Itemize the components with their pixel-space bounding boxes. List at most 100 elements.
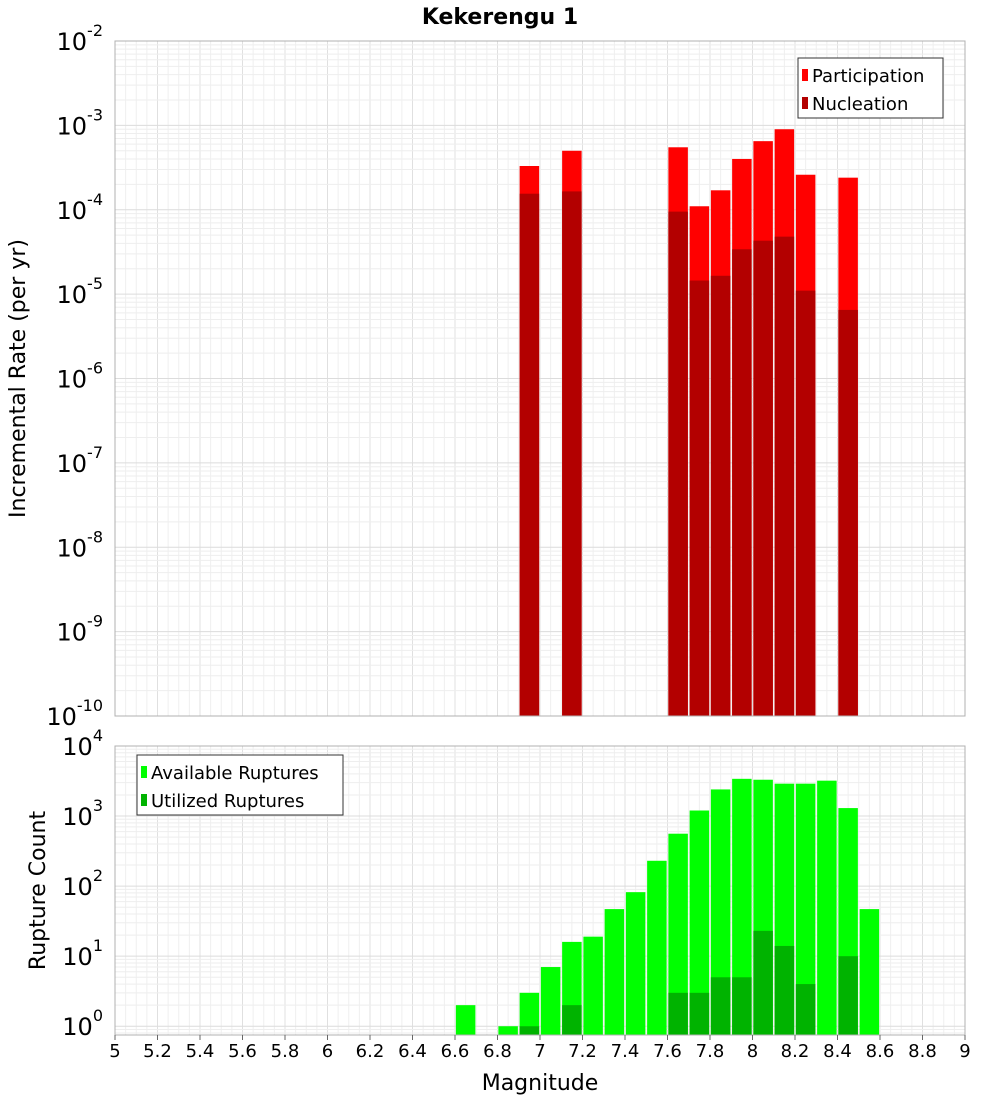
magnitude-x-tick-label: 8.8: [908, 1041, 937, 1062]
rate-y-tick-exponent: -7: [87, 443, 103, 462]
rate-y-tick-exponent: -2: [87, 21, 103, 40]
magnitude-x-tick-label: 7.4: [611, 1041, 640, 1062]
magnitude-x-tick-label: 9: [959, 1041, 970, 1062]
count-y-tick-base: 10: [62, 943, 93, 971]
magnitude-x-tick-label: 5.6: [228, 1041, 257, 1062]
rate-legend-swatch: [802, 97, 808, 109]
count-y-tick-exponent: 3: [93, 796, 103, 815]
count-bar-available-ruptures: [732, 778, 752, 1035]
magnitude-x-tick-label: 8.6: [866, 1041, 895, 1062]
count-y-tick-label: 101: [62, 936, 103, 971]
rate-legend-swatch: [802, 69, 808, 81]
rate-y-tick-label: 10-5: [57, 274, 104, 309]
rate-y-axis-label: Incremental Rate (per yr): [6, 239, 31, 518]
magnitude-x-tick-label: 7.2: [568, 1041, 597, 1062]
count-y-axis-label: Rupture Count: [26, 811, 51, 971]
rate-legend-label: Nucleation: [812, 94, 908, 115]
count-y-tick-label: 103: [62, 796, 103, 831]
count-y-tick-exponent: 2: [93, 866, 103, 885]
rate-bar-nucleation: [519, 193, 540, 716]
count-bar-available-ruptures: [795, 783, 816, 1035]
magnitude-x-tick-label: 8.2: [781, 1041, 810, 1062]
rate-y-tick-label: 10-8: [57, 527, 104, 562]
rate-y-tick-label: 10-2: [57, 21, 104, 56]
count-bar-available-ruptures: [498, 1026, 518, 1035]
rate-y-tick-base: 10: [57, 366, 88, 394]
count-legend-box: [136, 754, 344, 816]
rate-legend-box: [797, 57, 944, 119]
count-bar-available-ruptures: [647, 860, 667, 1035]
magnitude-x-tick-label: 6.2: [356, 1041, 385, 1062]
rate-bar-nucleation: [795, 290, 816, 716]
count-y-tick-base: 10: [62, 873, 93, 901]
rate-y-tick-label: 10-4: [57, 190, 104, 225]
rate-bars: [519, 129, 858, 717]
count-legend-label: Available Ruptures: [151, 763, 319, 784]
count-bar-available-ruptures: [540, 967, 561, 1035]
count-y-tick-base: 10: [62, 733, 93, 761]
rate-y-tick-label: 10-9: [57, 612, 104, 647]
rate-bar-nucleation: [710, 275, 731, 716]
rate-y-tick-base: 10: [46, 703, 77, 731]
rate-bar-nucleation: [689, 280, 710, 716]
magnitude-x-tick-label: 6.8: [483, 1041, 512, 1062]
rate-y-tick-label: 10-6: [57, 359, 104, 394]
chart-title: Kekerengu 1: [422, 5, 578, 30]
count-bar-utilized-ruptures: [710, 977, 731, 1035]
count-y-tick-label: 102: [62, 866, 103, 901]
rate-y-tick-exponent: -6: [87, 359, 103, 378]
count-bar-utilized-ruptures: [562, 1005, 582, 1035]
rate-y-tick-base: 10: [57, 619, 88, 647]
count-bar-available-ruptures: [668, 833, 688, 1035]
rate-y-tick-exponent: -10: [77, 696, 103, 715]
magnitude-x-axis-label: Magnitude: [482, 1071, 599, 1096]
count-legend-swatch: [141, 794, 147, 806]
rate-y-tick-base: 10: [57, 197, 88, 225]
magnitude-x-tick-label: 6.6: [441, 1041, 470, 1062]
count-bar-available-ruptures: [519, 992, 540, 1035]
count-y-tick-base: 10: [62, 803, 93, 831]
count-bar-available-ruptures: [689, 810, 710, 1035]
rate-y-tick-base: 10: [57, 281, 88, 309]
magnitude-x-tick-label: 6: [322, 1041, 333, 1062]
magnitude-x-tick-label: 7.6: [653, 1041, 682, 1062]
count-y-tick-label: 104: [62, 726, 103, 761]
rate-plot-frame: [114, 40, 966, 717]
rate-bar-nucleation: [753, 240, 773, 717]
rate-grid: [114, 40, 966, 717]
rate-y-tick-exponent: -5: [87, 274, 103, 293]
count-legend: Available Ruptures Utilized Ruptures: [136, 754, 344, 816]
count-bars: [455, 778, 880, 1035]
rate-y-tick-label: 10-10: [46, 696, 103, 731]
magnitude-x-tick-label: 8.4: [823, 1041, 852, 1062]
magnitude-x-tick-label: 8: [747, 1041, 758, 1062]
magnitude-x-tick-label: 5: [109, 1041, 120, 1062]
magnitude-x-tick-label: 5.2: [143, 1041, 172, 1062]
count-bar-available-ruptures: [455, 1005, 476, 1035]
magnitude-x-tick-label: 7: [534, 1041, 545, 1062]
magnitude-x-tick-label: 5.4: [186, 1041, 215, 1062]
rate-y-tick-label: 10-7: [57, 443, 104, 478]
rate-legend: Participation Nucleation: [797, 57, 944, 119]
rate-bar-nucleation: [668, 211, 688, 716]
magnitude-x-tick-label: 7.8: [696, 1041, 725, 1062]
rate-y-tick-exponent: -9: [87, 612, 103, 631]
count-bar-utilized-ruptures: [668, 992, 688, 1035]
rate-bar-nucleation: [774, 236, 795, 716]
rate-y-tick-base: 10: [57, 28, 88, 56]
count-bar-available-ruptures: [710, 789, 731, 1035]
count-bar-utilized-ruptures: [689, 992, 710, 1035]
rate-bar-nucleation: [838, 309, 858, 716]
count-y-tick-base: 10: [62, 1013, 93, 1041]
count-bar-utilized-ruptures: [795, 984, 816, 1035]
count-bar-available-ruptures: [817, 780, 837, 1035]
count-bar-utilized-ruptures: [753, 930, 773, 1035]
count-legend-swatch: [141, 766, 147, 778]
rate-bar-nucleation: [562, 191, 582, 717]
count-bar-utilized-ruptures: [774, 945, 795, 1035]
